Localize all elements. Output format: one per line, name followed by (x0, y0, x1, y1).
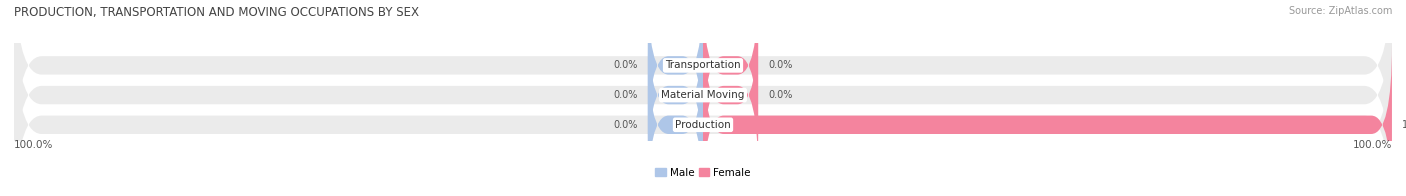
Text: 0.0%: 0.0% (613, 90, 637, 100)
Text: 100.0%: 100.0% (1402, 120, 1406, 130)
Text: 0.0%: 0.0% (769, 90, 793, 100)
Text: Source: ZipAtlas.com: Source: ZipAtlas.com (1288, 6, 1392, 16)
FancyBboxPatch shape (14, 15, 1392, 196)
FancyBboxPatch shape (703, 0, 758, 145)
Text: Transportation: Transportation (665, 60, 741, 70)
Text: 100.0%: 100.0% (14, 140, 53, 150)
Text: 100.0%: 100.0% (1353, 140, 1392, 150)
FancyBboxPatch shape (14, 0, 1392, 175)
FancyBboxPatch shape (14, 0, 1392, 196)
FancyBboxPatch shape (648, 0, 703, 145)
Text: 0.0%: 0.0% (613, 120, 637, 130)
Text: Production: Production (675, 120, 731, 130)
Legend: Male, Female: Male, Female (654, 166, 752, 180)
FancyBboxPatch shape (703, 15, 758, 175)
Text: 0.0%: 0.0% (769, 60, 793, 70)
Text: PRODUCTION, TRANSPORTATION AND MOVING OCCUPATIONS BY SEX: PRODUCTION, TRANSPORTATION AND MOVING OC… (14, 6, 419, 19)
Text: 0.0%: 0.0% (613, 60, 637, 70)
FancyBboxPatch shape (703, 45, 1392, 196)
FancyBboxPatch shape (648, 45, 703, 196)
FancyBboxPatch shape (648, 15, 703, 175)
Text: Material Moving: Material Moving (661, 90, 745, 100)
